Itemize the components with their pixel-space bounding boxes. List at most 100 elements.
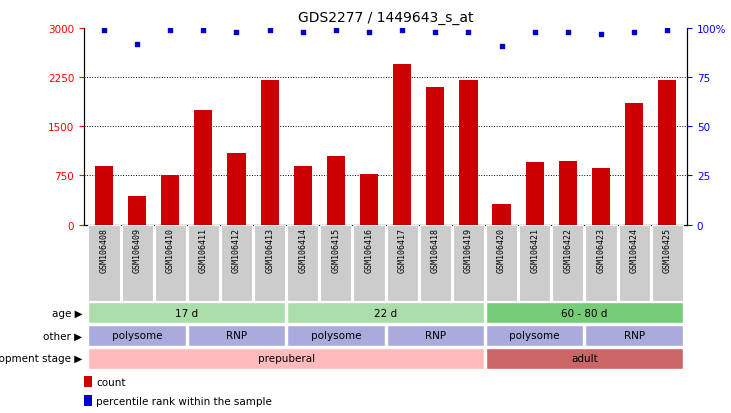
- Text: GSM106409: GSM106409: [132, 228, 142, 272]
- Bar: [486, 302, 683, 323]
- Bar: [188, 225, 219, 301]
- Bar: [558, 161, 577, 225]
- Text: age ▶: age ▶: [52, 308, 83, 318]
- Bar: [254, 225, 285, 301]
- Point: [197, 28, 209, 34]
- Text: GSM106415: GSM106415: [331, 228, 341, 272]
- Text: RNP: RNP: [226, 330, 247, 341]
- Text: GSM106417: GSM106417: [398, 228, 406, 272]
- Bar: [493, 204, 511, 225]
- Text: GSM106414: GSM106414: [298, 228, 307, 272]
- Point: [628, 29, 640, 36]
- Bar: [294, 166, 312, 225]
- Bar: [459, 81, 477, 225]
- Text: GSM106420: GSM106420: [497, 228, 506, 272]
- Bar: [88, 225, 120, 301]
- Bar: [84, 395, 91, 406]
- Bar: [625, 104, 643, 225]
- Text: polysome: polysome: [510, 330, 560, 341]
- Point: [463, 29, 474, 36]
- Point: [496, 43, 507, 50]
- Bar: [161, 176, 179, 225]
- Point: [429, 29, 441, 36]
- Text: GSM106408: GSM106408: [99, 228, 108, 272]
- Bar: [592, 168, 610, 225]
- Bar: [327, 157, 345, 225]
- Text: polysome: polysome: [112, 330, 162, 341]
- Bar: [586, 325, 683, 346]
- Bar: [486, 325, 583, 346]
- Text: other ▶: other ▶: [43, 330, 83, 341]
- Point: [98, 28, 110, 34]
- Text: count: count: [96, 377, 126, 387]
- Bar: [121, 225, 153, 301]
- Bar: [95, 166, 113, 225]
- Point: [595, 31, 607, 38]
- Text: prepuberal: prepuberal: [257, 353, 315, 363]
- Bar: [287, 302, 484, 323]
- Point: [363, 29, 375, 36]
- Point: [396, 28, 408, 34]
- Bar: [453, 225, 484, 301]
- Point: [297, 29, 308, 36]
- Bar: [486, 225, 517, 301]
- Text: adult: adult: [571, 353, 598, 363]
- Text: GSM106412: GSM106412: [232, 228, 241, 272]
- Point: [264, 28, 276, 34]
- Bar: [393, 65, 412, 225]
- Bar: [287, 225, 318, 301]
- Bar: [586, 225, 616, 301]
- Bar: [658, 81, 676, 225]
- Bar: [88, 348, 484, 369]
- Text: GSM106416: GSM106416: [365, 228, 374, 272]
- Bar: [188, 325, 285, 346]
- Text: RNP: RNP: [425, 330, 446, 341]
- Bar: [221, 225, 252, 301]
- Bar: [360, 174, 378, 225]
- Bar: [155, 225, 186, 301]
- Point: [562, 29, 574, 36]
- Point: [662, 28, 673, 34]
- Point: [330, 28, 342, 34]
- Bar: [128, 197, 146, 225]
- Bar: [553, 225, 583, 301]
- Text: GSM106411: GSM106411: [199, 228, 208, 272]
- Text: development stage ▶: development stage ▶: [0, 353, 83, 363]
- Point: [164, 28, 176, 34]
- Text: polysome: polysome: [311, 330, 361, 341]
- Point: [132, 41, 143, 48]
- Bar: [84, 376, 91, 387]
- Text: GSM106413: GSM106413: [265, 228, 274, 272]
- Bar: [387, 225, 417, 301]
- Bar: [320, 225, 352, 301]
- Text: 60 - 80 d: 60 - 80 d: [561, 308, 607, 318]
- Bar: [194, 111, 213, 225]
- Text: 22 d: 22 d: [374, 308, 397, 318]
- Text: 17 d: 17 d: [175, 308, 198, 318]
- Bar: [88, 325, 186, 346]
- Text: GSM106423: GSM106423: [596, 228, 605, 272]
- Bar: [354, 225, 385, 301]
- Text: GSM106421: GSM106421: [530, 228, 539, 272]
- Bar: [526, 163, 544, 225]
- Text: GSM106410: GSM106410: [166, 228, 175, 272]
- Text: RNP: RNP: [624, 330, 645, 341]
- Text: GSM106425: GSM106425: [663, 228, 672, 272]
- Bar: [287, 325, 385, 346]
- Bar: [426, 88, 444, 225]
- Bar: [651, 225, 683, 301]
- Point: [231, 29, 243, 36]
- Bar: [519, 225, 550, 301]
- Bar: [618, 225, 650, 301]
- Bar: [227, 153, 246, 225]
- Text: GSM106419: GSM106419: [464, 228, 473, 272]
- Bar: [420, 225, 451, 301]
- Bar: [260, 81, 279, 225]
- Point: [529, 29, 540, 36]
- Text: GSM106424: GSM106424: [629, 228, 639, 272]
- Text: percentile rank within the sample: percentile rank within the sample: [96, 396, 272, 406]
- Bar: [486, 348, 683, 369]
- Text: GSM106422: GSM106422: [564, 228, 572, 272]
- Text: GSM106418: GSM106418: [431, 228, 440, 272]
- Bar: [387, 325, 484, 346]
